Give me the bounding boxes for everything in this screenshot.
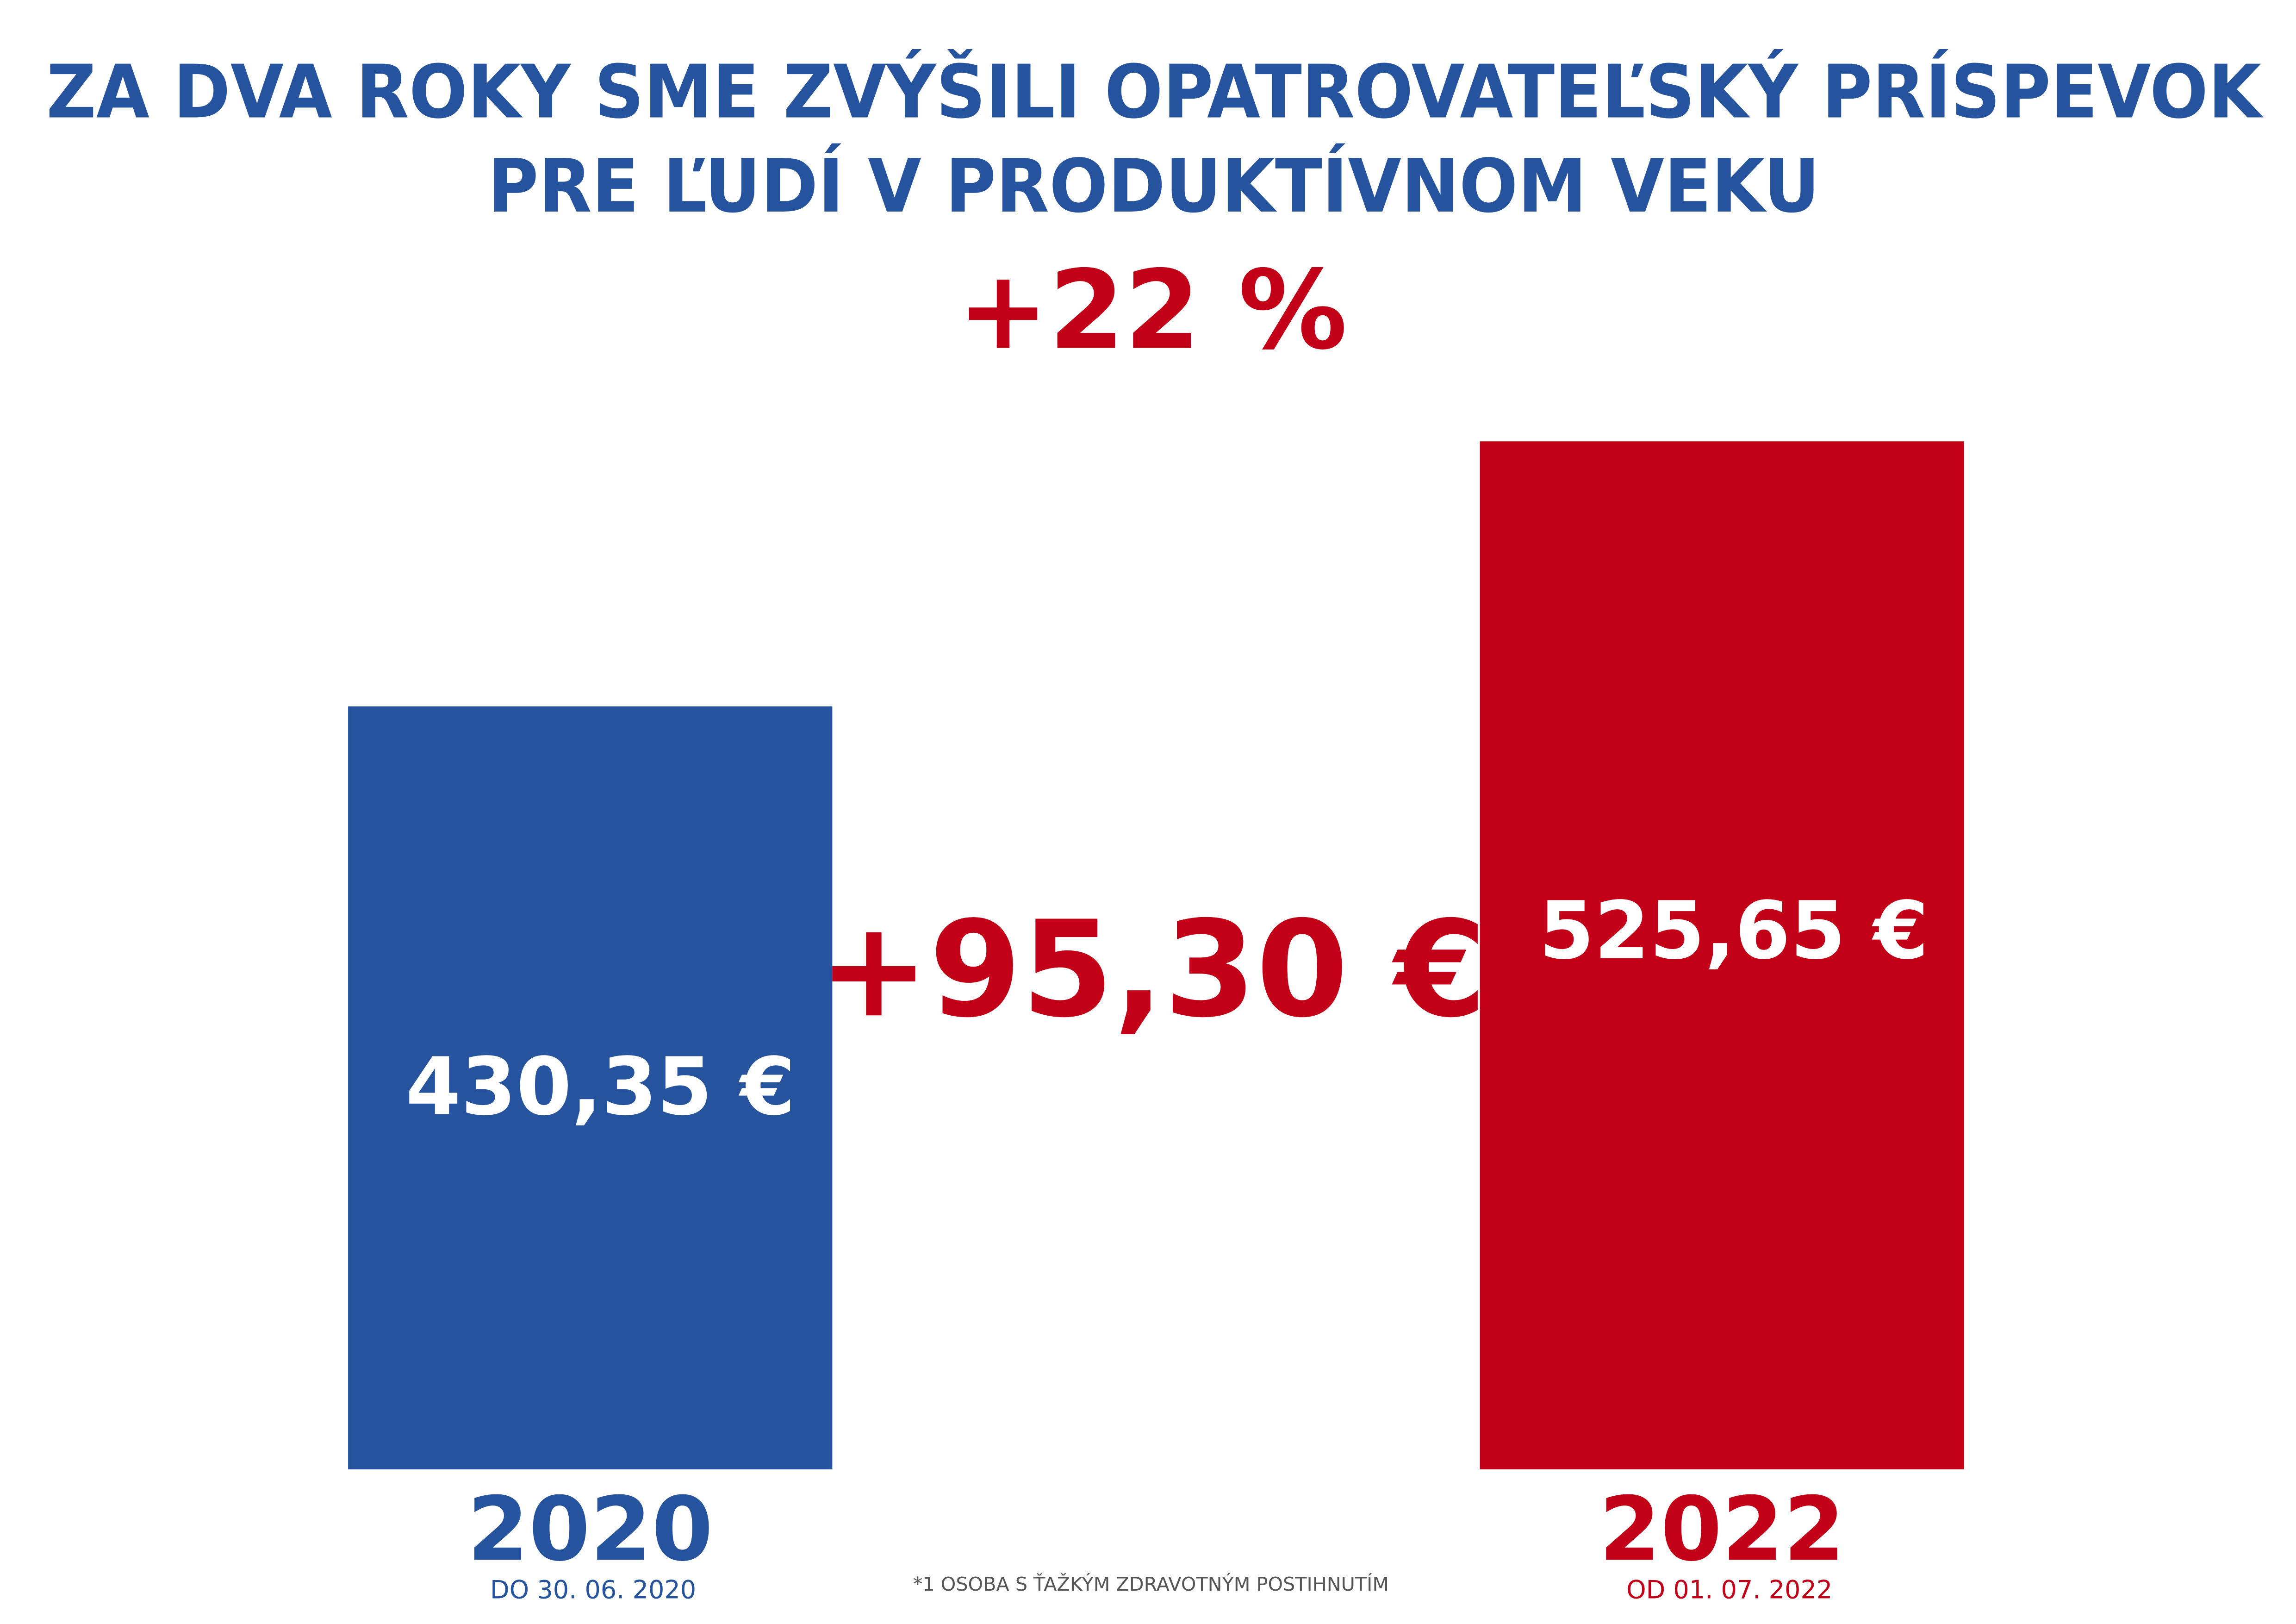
chart-title: ZA DVA ROKY SME ZVÝŠILI OPATROVATEĽSKÝ P… (46, 49, 2264, 135)
chart-title: PRE ĽUDÍ V PRODUKTÍVNOM VEKU (488, 143, 1820, 229)
x-tick-label: 2022 (1599, 1478, 1845, 1580)
category-note: OD 01. 07. 2022 (1626, 1575, 1832, 1605)
bar (1480, 441, 1964, 1469)
footnote: *1 OSOBA S ŤAŽKÝM ZDRAVOTNÝM POSTIHNUTÍM (913, 1573, 1389, 1595)
value-label: 525,65 € (1539, 885, 1929, 977)
x-tick-label: 2020 (467, 1478, 713, 1580)
bar (348, 706, 833, 1469)
percent-change: +22 % (958, 248, 1347, 374)
difference-annotation: +95,30 € (818, 893, 1487, 1047)
category-note: DO 30. 06. 2020 (490, 1575, 696, 1605)
value-label: 430,35 € (406, 1041, 796, 1133)
